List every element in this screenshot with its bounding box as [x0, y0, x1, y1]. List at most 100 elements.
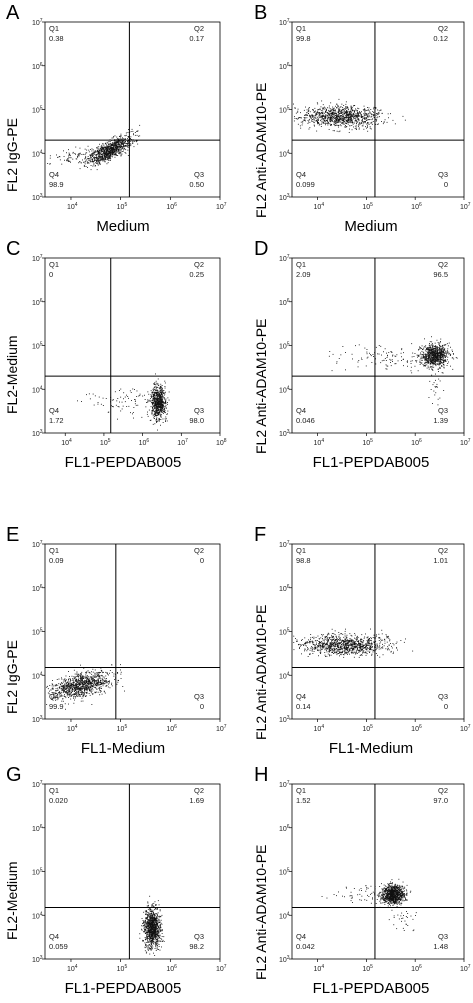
event-dot: [65, 692, 66, 694]
event-dot: [323, 112, 325, 114]
event-dot: [74, 153, 76, 154]
event-dot: [117, 140, 119, 142]
event-dot: [424, 362, 426, 364]
event-dot: [68, 691, 70, 692]
event-dot: [78, 679, 79, 680]
event-dot: [125, 141, 126, 142]
event-dot: [153, 394, 155, 396]
event-dot: [98, 160, 100, 162]
event-dot: [154, 418, 155, 419]
event-dot: [61, 683, 63, 685]
event-dot: [63, 691, 65, 693]
event-dot: [410, 366, 412, 368]
event-dot: [55, 690, 57, 692]
event-dot: [335, 117, 337, 118]
event-dot: [68, 682, 70, 684]
y-tick-label: 104: [279, 385, 290, 394]
event-dot: [150, 398, 151, 400]
event-dot: [439, 352, 441, 354]
event-dot: [96, 679, 98, 681]
event-dot: [437, 342, 439, 343]
event-dot: [55, 699, 56, 701]
event-dot: [158, 400, 160, 402]
event-dot: [417, 355, 419, 356]
event-dot: [340, 112, 341, 114]
event-dot: [108, 152, 110, 154]
event-dot: [76, 688, 78, 690]
event-dot: [107, 157, 109, 159]
event-dot: [92, 155, 94, 157]
event-dot: [156, 398, 158, 400]
quadrant-label: Q3: [194, 406, 204, 415]
event-dot: [96, 672, 98, 673]
event-dot: [345, 115, 347, 116]
event-dot: [337, 121, 339, 123]
event-dot: [60, 692, 61, 694]
event-dot: [116, 683, 118, 685]
event-dot: [159, 404, 161, 406]
event-dot: [107, 156, 109, 158]
event-dot: [69, 678, 71, 680]
event-dot: [120, 150, 122, 152]
event-dot: [69, 694, 70, 696]
event-dot: [394, 123, 396, 125]
event-dot: [440, 353, 442, 355]
event-dot: [114, 146, 116, 148]
event-dot: [362, 109, 364, 111]
event-dot: [364, 111, 366, 113]
event-dot: [367, 130, 369, 132]
event-dot: [89, 680, 91, 682]
event-dot: [160, 419, 162, 420]
event-dot: [328, 105, 330, 107]
event-dot: [361, 114, 363, 116]
event-dot: [64, 688, 66, 690]
event-dot: [342, 346, 344, 347]
event-dot: [355, 120, 357, 122]
event-dot: [97, 151, 98, 153]
event-dot: [365, 114, 367, 116]
event-dot: [99, 676, 101, 678]
event-dot: [447, 363, 449, 364]
event-dot: [106, 152, 107, 153]
event-dot: [371, 119, 373, 121]
event-dot: [102, 679, 104, 681]
event-dot: [313, 116, 315, 118]
event-dot: [423, 357, 424, 358]
event-dot: [350, 109, 352, 111]
event-dot: [100, 667, 102, 669]
event-dot: [122, 146, 124, 148]
event-dot: [115, 150, 117, 152]
event-dot: [126, 145, 128, 147]
event-dot: [86, 690, 88, 691]
event-dot: [99, 151, 101, 153]
event-dot: [348, 119, 350, 120]
event-dot: [338, 120, 340, 122]
event-dot: [118, 140, 119, 142]
event-dot: [330, 118, 332, 120]
event-dot: [372, 111, 374, 112]
event-dot: [318, 124, 320, 126]
event-dot: [66, 679, 67, 681]
event-dot: [85, 687, 87, 688]
event-dot: [346, 116, 348, 117]
event-dot: [89, 681, 91, 683]
event-dot: [96, 169, 98, 171]
event-dot: [75, 684, 76, 685]
x-tick-label: 106: [411, 438, 422, 447]
event-dot: [120, 396, 122, 398]
event-dot: [73, 702, 75, 704]
event-dot: [62, 698, 64, 700]
event-dot: [442, 345, 444, 347]
event-dot: [82, 686, 84, 687]
event-dot: [123, 145, 124, 146]
event-dot: [439, 380, 441, 382]
y-tick-label: 106: [32, 62, 43, 71]
event-dot: [93, 161, 95, 163]
event-dot: [431, 362, 433, 364]
event-dot: [378, 112, 379, 114]
event-dot: [371, 113, 372, 115]
event-dot: [361, 116, 363, 118]
event-dot: [97, 684, 99, 685]
event-dot: [100, 157, 102, 159]
event-dot: [99, 161, 101, 163]
